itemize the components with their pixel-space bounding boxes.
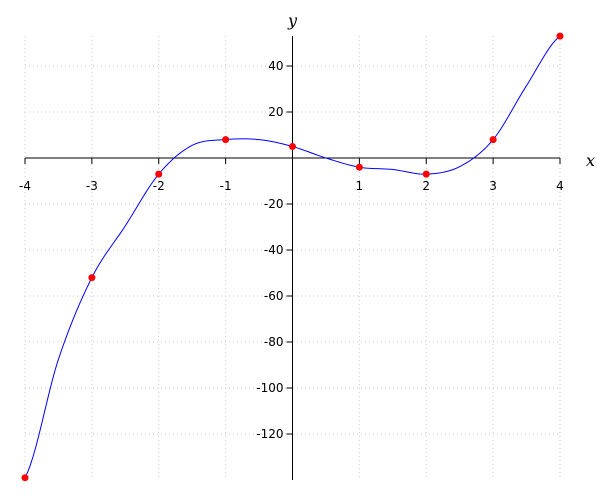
data-point [222,136,230,144]
x-tick-label: -1 [220,179,232,193]
y-tick-label: 20 [268,105,283,119]
x-tick-label: 2 [422,179,430,193]
x-tick-label: -2 [153,179,165,193]
y-axis-label: y [287,11,298,30]
x-axis-label: x [586,151,595,170]
data-point [289,143,296,150]
x-tick-label: -4 [19,179,31,193]
y-tick-label: -20 [264,197,284,211]
y-tick-label: -100 [256,381,283,395]
data-point [21,474,29,482]
data-point [355,163,363,171]
y-tick-label: -80 [264,335,284,349]
tick-labels: -4 -3 -2 -1 1 2 3 4 40 20 -20 -40 -60 -80 -100 -120 [19,59,564,441]
data-point [88,274,96,282]
data-point [489,136,497,144]
data-point [422,170,430,178]
x-tick-label: 4 [556,179,564,193]
y-tick-label: -40 [264,243,284,257]
data-point [155,170,163,178]
y-tick-label: -120 [256,427,283,441]
axes [24,36,561,480]
y-tick-label: -60 [264,289,284,303]
y-tick-label: 40 [268,59,283,73]
data-points [21,32,564,482]
x-tick-label: 1 [356,179,364,193]
data-point [556,32,564,40]
x-tick-label: 3 [489,179,497,193]
x-tick-label: -3 [86,179,98,193]
